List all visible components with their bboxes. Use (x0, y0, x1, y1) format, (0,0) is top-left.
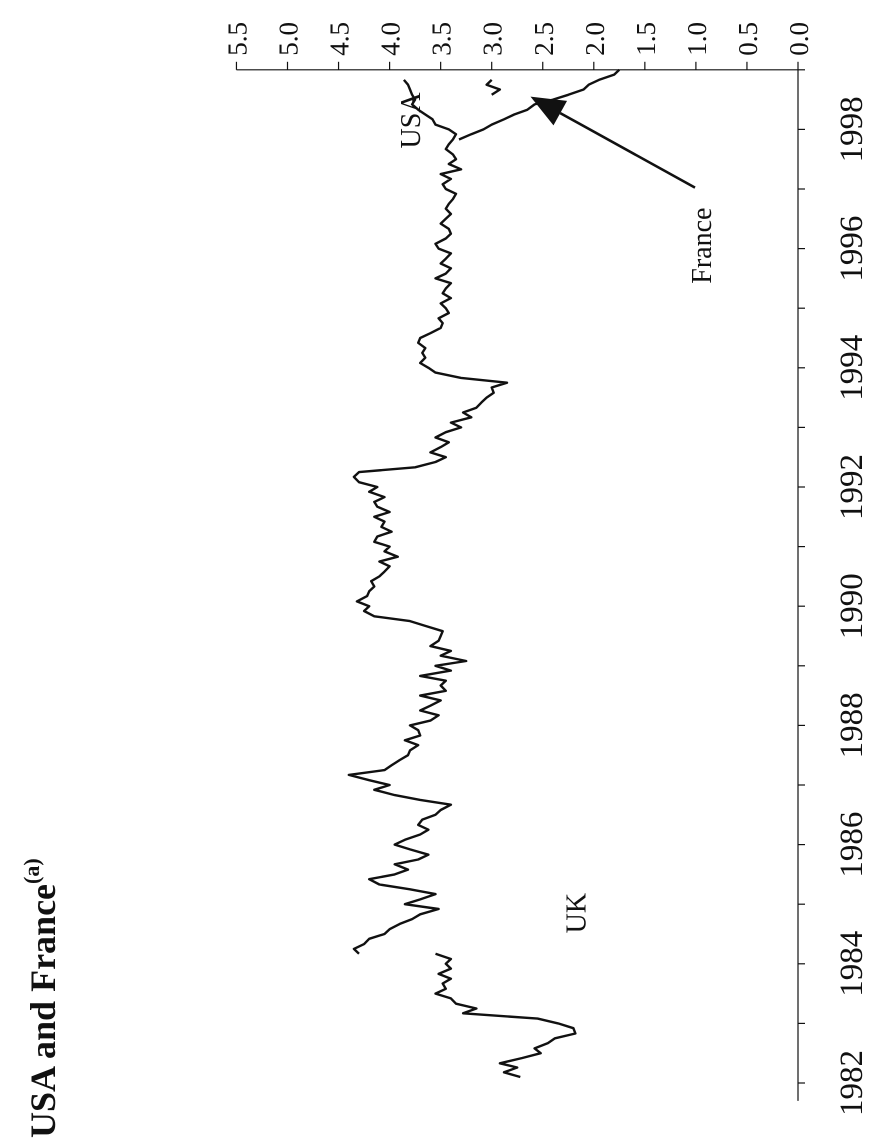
chart-title: USA and France(a) (19, 858, 63, 1138)
time-tick-label: 1990 (834, 573, 869, 639)
value-tick-label: 4.0 (376, 22, 406, 56)
value-tick-label: 0.5 (733, 22, 763, 56)
chart-title-main: USA and France (23, 884, 63, 1138)
value-tick-label: 5.0 (274, 22, 304, 56)
time-tick-label: 1986 (834, 812, 869, 878)
chart-title-sup: (a) (19, 858, 44, 884)
time-tick-label: 1994 (834, 335, 869, 401)
series-usa-line (347, 79, 509, 955)
time-tick-label: 1982 (834, 1050, 869, 1116)
annotation-uk: UK (561, 893, 592, 933)
annotation-france-arrowhead (530, 96, 568, 126)
time-tick-label: 1988 (834, 692, 869, 758)
annotations: UK USA France (396, 92, 718, 934)
annotation-france: France (687, 208, 718, 284)
series-uk-line (434, 952, 577, 1079)
time-tick-label: 1984 (834, 931, 869, 997)
series-france-line (458, 68, 621, 141)
annotation-usa: USA (396, 92, 427, 149)
time-tick-label: 1998 (834, 96, 869, 162)
value-tick-label: 3.0 (478, 22, 508, 56)
value-tick-label: 2.5 (529, 22, 559, 56)
axes: 0.0 0.5 1.0 1.5 2.0 2.5 3.0 3.5 4.0 4.5 5.0 5.5 1982… (222, 22, 869, 1116)
value-tick-label: 3.5 (427, 22, 457, 56)
value-tick-label: 0.0 (784, 22, 814, 56)
value-tick-label: 2.0 (580, 22, 610, 56)
series-layer (347, 68, 621, 1079)
time-tick-label: 1996 (834, 216, 869, 282)
time-tick-label: 1992 (834, 454, 869, 520)
value-tick-label: 4.5 (325, 22, 355, 56)
value-tick-label: 5.5 (222, 22, 252, 56)
value-tick-label: 1.5 (631, 22, 661, 56)
value-tick-label: 1.0 (682, 22, 712, 56)
annotation-france-arrow-line (559, 111, 696, 189)
series-france-fragment-line (485, 79, 502, 96)
